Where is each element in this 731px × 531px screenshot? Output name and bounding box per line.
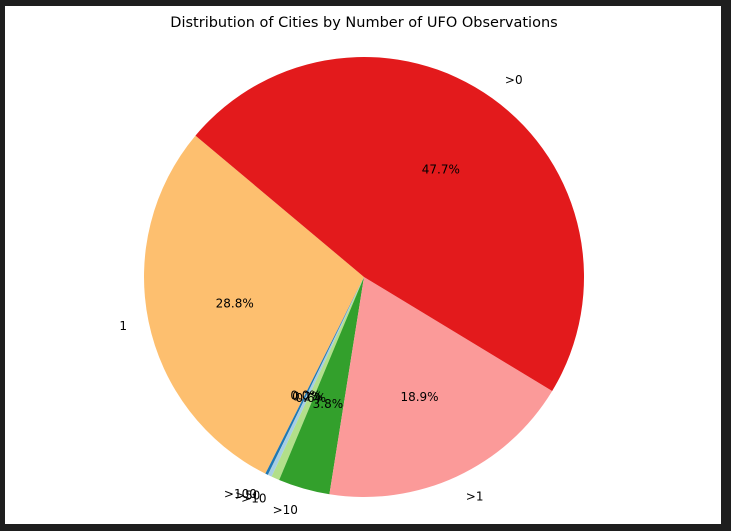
pie-slice: [195, 56, 585, 391]
slice-percent-label: 28.8%: [216, 297, 254, 311]
slice-category-label: >10: [273, 503, 298, 517]
slice-category-label: >1: [466, 490, 484, 504]
slice-category-label: 1: [119, 319, 127, 333]
slice-percent-label: 0.6%: [296, 391, 327, 405]
pie-labels: 1 28.8% >100 0.0% >50 0.2% >10 0.6% >10 3.8% >1 18.…: [119, 73, 522, 517]
pie-chart: Distribution of Cities by Number of UFO …: [119, 15, 585, 517]
slice-percent-label: 47.7%: [422, 163, 460, 177]
chart-frame: Distribution of Cities by Number of UFO …: [5, 6, 721, 524]
slice-category-label: >0: [505, 73, 523, 87]
pie-slice: [265, 277, 364, 475]
chart-title: Distribution of Cities by Number of UFO …: [170, 15, 557, 31]
slice-percent-label: 0.2%: [292, 389, 323, 403]
pie-slice: [279, 277, 364, 495]
slice-category-label: >100: [224, 487, 257, 501]
pie-slice: [267, 277, 364, 477]
slice-percent-label: 0.0%: [290, 388, 321, 402]
slice-percent-label: 3.8%: [313, 397, 344, 411]
slice-category-label: >50: [235, 489, 260, 503]
slice-category-label: >10: [241, 492, 266, 506]
pie-slices: [144, 56, 585, 498]
slice-percent-label: 18.9%: [400, 390, 438, 404]
pie-slice: [144, 135, 364, 474]
pie-slice: [329, 277, 553, 498]
pie-slice: [271, 277, 364, 480]
